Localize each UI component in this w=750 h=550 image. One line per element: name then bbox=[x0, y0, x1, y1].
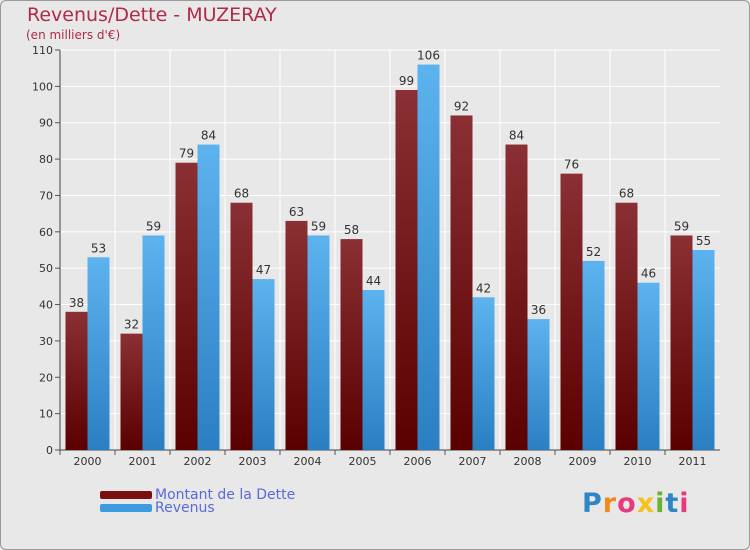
logo-letter: i bbox=[655, 488, 666, 519]
data-label-revenus: 59 bbox=[146, 219, 161, 233]
data-label-dette: 99 bbox=[399, 74, 414, 88]
logo-letter: o bbox=[617, 488, 637, 519]
x-tick-label: 2006 bbox=[404, 455, 432, 468]
data-label-revenus: 84 bbox=[201, 129, 216, 143]
data-label-dette: 59 bbox=[674, 219, 689, 233]
data-label-dette: 32 bbox=[124, 318, 139, 332]
x-tick-label: 2001 bbox=[129, 455, 157, 468]
data-label-dette: 58 bbox=[344, 223, 359, 237]
data-label-dette: 92 bbox=[454, 99, 469, 113]
y-tick-label: 100 bbox=[32, 80, 53, 93]
legend-item-revenus: Revenus bbox=[100, 500, 215, 516]
y-tick-label: 80 bbox=[39, 153, 53, 166]
legend-swatch-revenus bbox=[100, 504, 152, 512]
y-tick-label: 20 bbox=[39, 371, 53, 384]
data-label-dette: 76 bbox=[564, 158, 579, 172]
data-label-revenus: 53 bbox=[91, 241, 106, 255]
logo-letter: t bbox=[665, 488, 680, 519]
x-tick-label: 2003 bbox=[239, 455, 267, 468]
x-tick-label: 2009 bbox=[569, 455, 597, 468]
bars bbox=[65, 64, 715, 451]
bar-dette bbox=[175, 162, 198, 450]
bar-revenus bbox=[692, 250, 715, 450]
logo-letter: i bbox=[679, 488, 690, 519]
data-label-revenus: 42 bbox=[476, 281, 491, 295]
proxiti-logo: Proxiti bbox=[582, 488, 690, 519]
legend-item-dette: Montant de la Dette bbox=[100, 487, 295, 503]
data-label-revenus: 47 bbox=[256, 263, 271, 277]
y-tick-label: 30 bbox=[39, 335, 53, 348]
bar-dette bbox=[505, 144, 528, 450]
x-tick-label: 2005 bbox=[349, 455, 377, 468]
bar-revenus bbox=[637, 282, 660, 450]
chart-title: Revenus/Dette - MUZERAY bbox=[27, 4, 277, 26]
x-tick-label: 2007 bbox=[459, 455, 487, 468]
y-tick-label: 60 bbox=[39, 226, 53, 239]
y-tick-label: 10 bbox=[39, 408, 53, 421]
data-label-dette: 68 bbox=[619, 187, 634, 201]
bar-revenus bbox=[472, 297, 495, 450]
bar-dette bbox=[450, 115, 473, 451]
y-tick-label: 70 bbox=[39, 189, 53, 202]
x-tick-label: 2011 bbox=[679, 455, 707, 468]
logo-letter: r bbox=[602, 488, 618, 519]
bar-dette bbox=[285, 220, 308, 450]
bar-dette bbox=[340, 239, 363, 450]
bar-revenus bbox=[362, 290, 385, 450]
bar-revenus bbox=[527, 319, 550, 450]
data-label-revenus: 36 bbox=[531, 303, 546, 317]
x-tick-label: 2008 bbox=[514, 455, 542, 468]
bar-dette bbox=[395, 90, 418, 450]
x-tick-label: 2000 bbox=[74, 455, 102, 468]
legend-label-dette: Montant de la Dette bbox=[155, 487, 296, 503]
data-label-revenus: 106 bbox=[417, 49, 440, 63]
logo-letter: P bbox=[582, 488, 603, 519]
x-tick-label: 2004 bbox=[294, 455, 322, 468]
y-tick-label: 0 bbox=[46, 444, 53, 457]
data-label-dette: 38 bbox=[69, 296, 84, 310]
bar-dette bbox=[65, 311, 88, 450]
data-label-dette: 68 bbox=[234, 187, 249, 201]
bar-dette bbox=[120, 333, 143, 450]
bar-revenus bbox=[417, 64, 440, 450]
bar-revenus bbox=[582, 260, 605, 450]
data-label-revenus: 52 bbox=[586, 245, 601, 259]
chart-subtitle: (en milliers d'€) bbox=[26, 28, 121, 42]
data-label-dette: 84 bbox=[509, 129, 524, 143]
data-label-dette: 79 bbox=[179, 147, 194, 161]
x-tick-label: 2002 bbox=[184, 455, 212, 468]
legend-swatch-dette bbox=[100, 491, 152, 499]
x-tick-label: 2010 bbox=[624, 455, 652, 468]
y-tick-label: 90 bbox=[39, 117, 53, 130]
bar-revenus bbox=[307, 235, 330, 450]
bar-dette bbox=[670, 235, 693, 450]
bar-dette bbox=[615, 202, 638, 450]
grid bbox=[60, 49, 720, 451]
legend-label-revenus: Revenus bbox=[155, 500, 215, 516]
data-label-revenus: 46 bbox=[641, 267, 656, 281]
bar-dette bbox=[560, 173, 583, 451]
bar-revenus bbox=[142, 235, 165, 450]
data-label-revenus: 55 bbox=[696, 234, 711, 248]
logo-letter: x bbox=[636, 488, 656, 519]
bar-dette bbox=[230, 202, 253, 450]
y-tick-label: 110 bbox=[32, 44, 53, 57]
bar-revenus bbox=[87, 257, 110, 450]
axes: 0 10 20 30 40 50 60 70 80 90 100 110 2000 2001 2002 200… bbox=[32, 44, 720, 468]
y-tick-label: 40 bbox=[39, 299, 53, 312]
data-label-dette: 63 bbox=[289, 205, 304, 219]
bar-revenus bbox=[197, 144, 220, 450]
data-label-revenus: 44 bbox=[366, 274, 381, 288]
data-label-revenus: 59 bbox=[311, 219, 326, 233]
bar-revenus bbox=[252, 279, 275, 450]
y-tick-label: 50 bbox=[39, 262, 53, 275]
